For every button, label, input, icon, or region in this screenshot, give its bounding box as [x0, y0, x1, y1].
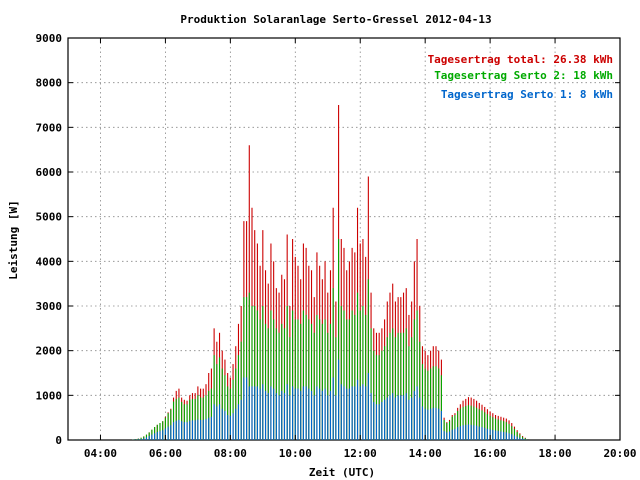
y-tick-label: 2000 [36, 345, 63, 358]
chart-title: Produktion Solaranlage Serto-Gressel 201… [180, 13, 491, 26]
y-tick-label: 5000 [36, 211, 63, 224]
legend-serto1: Tagesertrag Serto 1: 8 kWh [441, 88, 613, 101]
x-axis-title: Zeit (UTC) [309, 466, 375, 479]
y-tick-label: 9000 [36, 32, 63, 45]
y-tick-label: 4000 [36, 255, 63, 268]
legend-total: Tagesertrag total: 26.38 kWh [428, 53, 613, 66]
y-tick-label: 3000 [36, 300, 63, 313]
x-tick-label: 14:00 [409, 447, 442, 460]
axis-ticks [68, 37, 621, 441]
x-tick-label: 20:00 [603, 447, 636, 460]
y-tick-label: 7000 [36, 121, 63, 134]
y-tick-label: 6000 [36, 166, 63, 179]
x-tick-label: 06:00 [149, 447, 182, 460]
series-serto1 [132, 359, 529, 440]
y-tick-label: 0 [55, 434, 62, 447]
y-axis-title: Leistung [W] [7, 200, 20, 279]
x-tick-labels: 04:00 06:00 08:00 10:00 12:00 14:00 16:00 18:00… [84, 447, 637, 460]
y-tick-label: 1000 [36, 389, 63, 402]
y-tick-labels: 0 1000 2000 3000 4000 5000 6000 7000 8000 9000 [36, 32, 63, 447]
x-tick-label: 04:00 [84, 447, 117, 460]
y-tick-label: 8000 [36, 77, 63, 90]
x-tick-label: 10:00 [279, 447, 312, 460]
legend-serto2: Tagesertrag Serto 2: 18 kWh [434, 69, 613, 82]
x-tick-label: 08:00 [214, 447, 247, 460]
x-tick-label: 18:00 [538, 447, 571, 460]
x-tick-label: 16:00 [474, 447, 507, 460]
x-tick-label: 12:00 [344, 447, 377, 460]
